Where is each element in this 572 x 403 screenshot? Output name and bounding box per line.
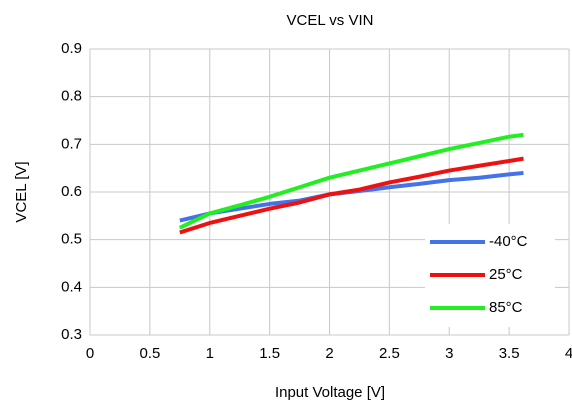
series-line	[178, 132, 524, 230]
y-tick-label: 0.4	[61, 278, 82, 295]
legend-label: 85°C	[489, 299, 523, 316]
x-tick-label: 3.5	[499, 345, 520, 362]
x-axis-label: Input Voltage [V]	[275, 384, 385, 401]
x-tick-label: 0.5	[139, 345, 160, 362]
y-tick-label: 0.5	[61, 231, 82, 248]
y-tick-label: 0.3	[61, 326, 82, 343]
y-tick-label: 0.7	[61, 135, 82, 152]
legend-label: 25°C	[489, 266, 523, 283]
series-line	[179, 156, 524, 235]
x-tick-label: 2.5	[379, 345, 400, 362]
y-tick-label: 0.8	[61, 88, 82, 105]
x-tick-label: 2	[325, 345, 333, 362]
x-tick-label: 1	[206, 345, 214, 362]
y-tick-label: 0.6	[61, 183, 82, 200]
x-tick-label: 3	[445, 345, 453, 362]
legend-label: -40°C	[489, 233, 528, 250]
y-tick-label: 0.9	[61, 40, 82, 57]
x-tick-label: 0	[86, 345, 94, 362]
y-axis-label: VCEL [V]	[13, 161, 30, 222]
x-tick-label: 4	[565, 345, 572, 362]
x-tick-label: 1.5	[259, 345, 280, 362]
chart-title: VCEL vs VIN	[287, 12, 374, 29]
series-line	[179, 170, 524, 223]
